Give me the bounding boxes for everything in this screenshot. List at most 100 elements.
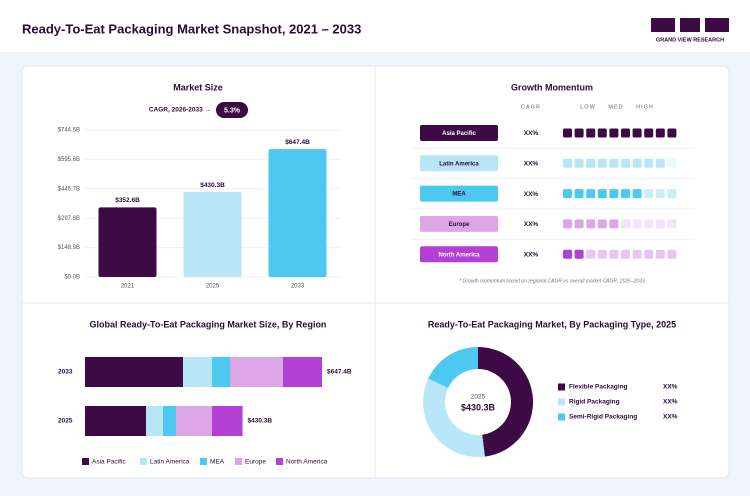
bar xyxy=(268,149,327,277)
meter-cell xyxy=(563,158,572,168)
category-label: 2033 xyxy=(58,369,73,376)
cagr-label: CAGR, 2026-2033 → xyxy=(149,107,211,114)
meter-cell xyxy=(574,249,584,259)
region-label: MEA xyxy=(452,192,466,198)
meter-cell xyxy=(609,128,619,138)
meter-cell xyxy=(597,158,607,168)
y-tick-label: $744.5B xyxy=(58,128,80,134)
meter-cell xyxy=(632,189,642,199)
panel-title: Growth Momentum xyxy=(511,82,593,92)
bar xyxy=(98,207,157,277)
momentum-meter xyxy=(563,219,677,229)
cagr-label: XX% xyxy=(524,191,539,198)
legend-swatch xyxy=(558,383,565,391)
logo: GRAND VIEW RESEARCH xyxy=(651,18,729,43)
cagr-label: XX% xyxy=(524,221,539,228)
meter-cell xyxy=(644,128,654,138)
meter-cell xyxy=(632,128,642,138)
page-title: Ready-To-Eat Packaging Market Snapshot, … xyxy=(22,21,361,36)
legend-label: Flexible Packaging xyxy=(569,384,628,391)
value-label: $352.6B xyxy=(115,197,140,204)
meter-cell xyxy=(621,249,630,259)
column-header: MED xyxy=(608,104,623,110)
meter-cell xyxy=(586,219,596,229)
legend-swatch xyxy=(82,458,89,465)
legend-swatch xyxy=(200,458,207,465)
legend-label: Rigid Packaging xyxy=(569,399,620,406)
bar xyxy=(183,192,242,277)
meter-cell xyxy=(563,128,572,138)
value-label: $430.3B xyxy=(200,182,225,189)
legend-swatch xyxy=(558,398,565,406)
meter-cell xyxy=(586,128,596,138)
meter-cell xyxy=(563,189,572,199)
x-tick-label: 2033 xyxy=(291,284,305,290)
meter-cell xyxy=(597,249,607,259)
region-label: Asia Pacific xyxy=(442,131,476,137)
region-pill xyxy=(420,215,498,232)
cagr-label: XX% xyxy=(524,130,539,137)
region-pill xyxy=(420,125,498,141)
meter-cell xyxy=(597,219,607,229)
momentum-meter xyxy=(563,128,677,138)
meter-cell xyxy=(667,249,677,259)
meter-cell xyxy=(655,249,665,259)
meter-cell xyxy=(655,158,665,168)
meter-cell xyxy=(609,158,619,168)
total-label: $430.3B xyxy=(248,418,273,425)
meter-cell xyxy=(621,128,630,138)
bar-segment xyxy=(145,406,163,436)
cagr-pill xyxy=(216,102,248,118)
meter-cell xyxy=(667,158,677,168)
x-tick-label: 2025 xyxy=(206,284,220,290)
meter-cell xyxy=(563,249,572,259)
panel-title: Ready-To-Eat Packaging Market, By Packag… xyxy=(428,319,676,329)
header-bar xyxy=(0,0,750,52)
bar-segment xyxy=(211,406,243,436)
meter-cell xyxy=(609,249,619,259)
y-tick-label: $148.9B xyxy=(58,245,80,251)
legend-label: Asia Pacific xyxy=(92,459,126,466)
donut-slice xyxy=(428,347,478,388)
meter-cell xyxy=(574,158,584,168)
meter-cell xyxy=(644,189,654,199)
meter-cell xyxy=(632,249,642,259)
panel-title: Market Size xyxy=(173,82,223,92)
momentum-meter xyxy=(563,189,677,199)
bar-segment xyxy=(211,357,231,387)
meter-cell xyxy=(597,189,607,199)
x-tick-label: 2021 xyxy=(121,284,135,290)
legend-swatch xyxy=(235,458,242,465)
category-label: 2025 xyxy=(58,418,73,425)
donut-slice xyxy=(478,347,534,457)
y-tick-label: $595.6B xyxy=(58,157,80,163)
bar-segment xyxy=(85,357,183,387)
region-label: Latin America xyxy=(439,161,479,167)
momentum-meter xyxy=(563,249,677,259)
meter-cell xyxy=(667,128,677,138)
momentum-meter xyxy=(563,158,677,168)
meter-cell xyxy=(655,219,665,229)
meter-cell xyxy=(609,219,619,229)
footnote: * Growth momentum based on regional CAGR… xyxy=(459,278,645,284)
meter-cell xyxy=(574,189,584,199)
logo-text: GRAND VIEW RESEARCH xyxy=(656,37,724,43)
meter-cell xyxy=(563,219,572,229)
share-label: XX% xyxy=(663,399,678,406)
legend-label: Latin America xyxy=(150,459,190,466)
y-tick-label: $0.0B xyxy=(64,275,80,281)
region-label: Europe xyxy=(449,222,470,228)
legend-swatch xyxy=(140,458,147,465)
meter-cell xyxy=(644,219,654,229)
y-tick-label: $297.8B xyxy=(58,216,80,222)
bar-segment xyxy=(85,406,146,436)
center-label: 2025 xyxy=(471,394,486,401)
y-tick-label: $446.7B xyxy=(58,186,80,192)
legend-label: North America xyxy=(286,459,328,466)
value-label: $647.4B xyxy=(285,139,310,146)
legend-label: MEA xyxy=(210,459,225,466)
legend-label: Europe xyxy=(245,459,266,466)
legend-swatch xyxy=(276,458,283,465)
meter-cell xyxy=(655,128,665,138)
